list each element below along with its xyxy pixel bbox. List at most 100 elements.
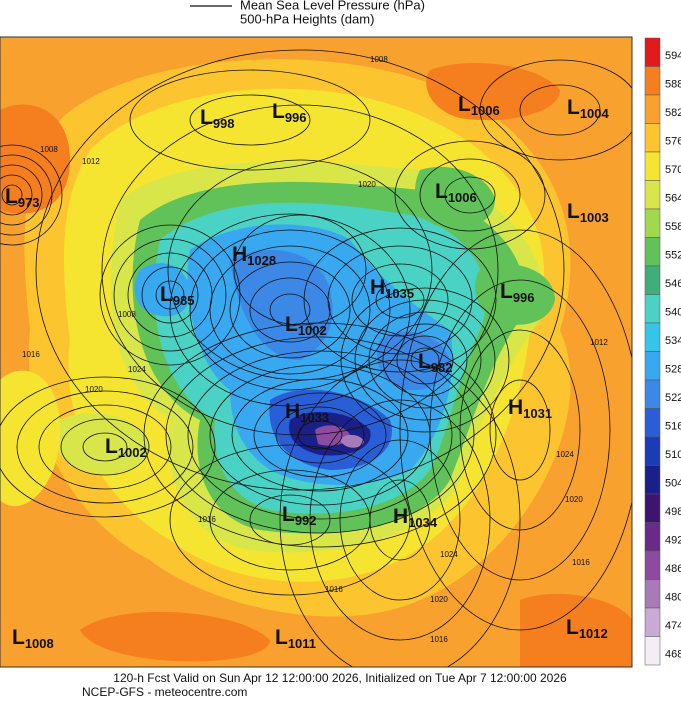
colorbar-label: 480: [665, 592, 681, 604]
center-type: L: [282, 503, 295, 526]
isobar: [0, 376, 216, 518]
colorbar-swatch: [644, 579, 661, 609]
colorbar-label: 546: [665, 278, 681, 290]
center-pressure: 1008: [25, 636, 54, 651]
center-type: H: [285, 400, 300, 423]
pressure-center: L996: [500, 280, 535, 306]
center-type: H: [508, 396, 523, 419]
colorbar-label: 492: [665, 535, 681, 547]
center-pressure: 985: [173, 293, 195, 308]
colorbar-swatch: [644, 208, 661, 238]
isobar-label: 1016: [325, 585, 343, 594]
center-pressure: 973: [18, 195, 40, 210]
center-pressure: 1033: [300, 410, 329, 425]
isobar: [419, 158, 521, 232]
isobar: [410, 347, 440, 373]
pressure-center: L1002: [285, 313, 327, 339]
center-type: H: [393, 505, 408, 528]
pressure-center: L1002: [105, 435, 147, 461]
center-pressure: 1006: [448, 190, 477, 205]
center-pressure: 982: [431, 360, 453, 375]
isobar: [253, 392, 387, 478]
isobar: [354, 299, 496, 421]
pressure-center: L992: [282, 503, 317, 529]
center-type: L: [418, 350, 431, 373]
isobar: [249, 494, 331, 546]
isobar-label: 1016: [198, 515, 216, 524]
colorbar-swatch: [644, 636, 661, 666]
isobar: [169, 444, 411, 596]
center-pressure: 1012: [579, 626, 608, 641]
map-border: [0, 36, 633, 668]
center-type: H: [232, 243, 247, 266]
colorbar-swatch: [644, 522, 661, 552]
isobar: [269, 293, 311, 327]
isobar: [394, 140, 546, 250]
isobar: [209, 245, 371, 375]
center-type: L: [272, 100, 285, 123]
center-pressure: 1011: [288, 636, 316, 651]
center-pressure: 1004: [580, 106, 610, 121]
colorbar-swatch: [644, 237, 661, 267]
field: [426, 62, 560, 121]
pressure-center: H1035: [370, 276, 414, 302]
center-type: H: [370, 276, 385, 299]
colorbar-label: 522: [665, 392, 681, 404]
center-pressure: 998: [213, 116, 235, 131]
colorbar-swatch: [644, 351, 661, 381]
colorbar-swatch: [644, 607, 661, 637]
center-type: L: [500, 280, 513, 303]
center-pressure: 1002: [118, 445, 147, 460]
colorbar-swatch: [644, 123, 661, 153]
colorbar-swatch: [644, 493, 661, 523]
legend-text: Mean Sea Level Pressure (hPa): [240, 0, 425, 12]
isobar: [143, 322, 497, 548]
isobar-label: 1008: [118, 310, 136, 319]
isobar: [339, 439, 461, 601]
center-type: L: [105, 435, 118, 458]
pressure-center: L982: [418, 350, 453, 376]
isobar: [303, 227, 497, 373]
pressure-center: L1006: [458, 93, 500, 119]
isobar: [141, 266, 199, 324]
isobar-label: 1020: [565, 495, 583, 504]
isobar: [399, 229, 632, 631]
colorbar-label: 534: [665, 335, 681, 347]
legend-text: 500-hPa Heights (dam): [240, 11, 374, 26]
center-pressure: 996: [285, 110, 307, 125]
isobar: [60, 418, 150, 476]
pressure-center: L1004: [567, 96, 610, 122]
isobar: [351, 263, 449, 337]
isobar-label: 1016: [22, 350, 40, 359]
colorbar-swatch: [644, 465, 661, 495]
center-type: L: [12, 626, 25, 649]
colorbar-swatch: [644, 322, 661, 352]
pressure-center: H1028: [232, 243, 276, 269]
isobar: [340, 287, 510, 433]
isobar: [489, 379, 551, 481]
isobar-label: 1016: [430, 635, 448, 644]
field: [520, 593, 632, 667]
pressure-center: L996: [272, 100, 307, 126]
field: [55, 413, 150, 474]
center-pressure: 1028: [247, 253, 276, 268]
colorbar-swatch: [644, 379, 661, 409]
colorbar-label: 498: [665, 506, 681, 518]
colorbar-swatch: [644, 94, 661, 124]
isobar: [129, 69, 371, 171]
center-pressure: 996: [513, 290, 535, 305]
pressure-center: L1006: [435, 180, 477, 206]
isobar: [82, 432, 128, 462]
colorbar-label: 504: [665, 478, 681, 490]
isobar-label: 1024: [556, 450, 574, 459]
isobar-label: 1020: [85, 385, 103, 394]
colorbar-swatch: [644, 66, 661, 96]
center-pressure: 1035: [385, 286, 414, 301]
pressure-center: L973: [5, 185, 40, 211]
isobar-label: 1012: [82, 157, 100, 166]
colorbar-label: 528: [665, 364, 681, 376]
isobar: [0, 164, 43, 226]
isobar: [327, 245, 473, 355]
isobar-label: 1012: [590, 338, 608, 347]
